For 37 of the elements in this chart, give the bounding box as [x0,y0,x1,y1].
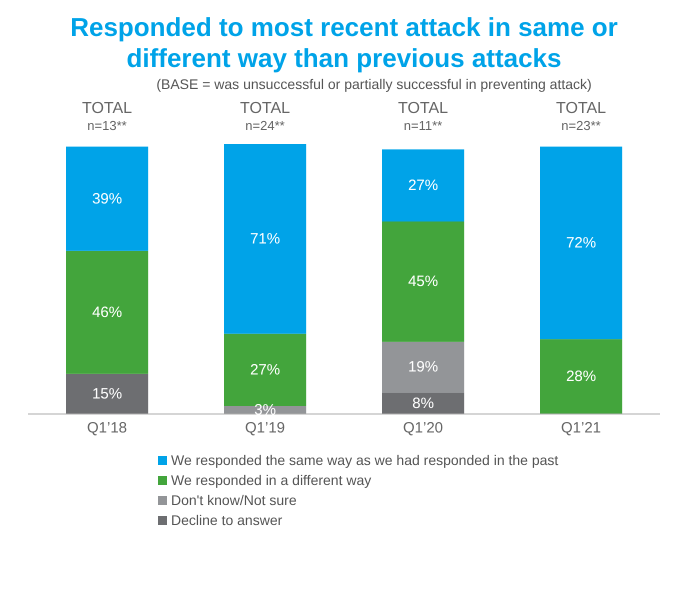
bar [382,342,464,393]
data-label: 8% [412,394,434,412]
data-label: 3% [254,401,276,418]
legend-label: We responded the same way as we had responded in the past [171,451,558,470]
chart-title: Responded to most recent attack in same or different way than previous attacks [69,11,619,74]
x-tick-label: Q1’20 [402,420,444,437]
data-label: 27% [408,176,438,194]
bar [224,144,306,334]
data-label: 27% [250,361,280,378]
data-label: 39% [92,190,122,208]
text: TOTAL n=23** [554,100,608,133]
text: TOTAL n=24** [238,100,292,133]
data-label: 71% [250,230,280,248]
bar [382,392,464,414]
data-label: 46% [92,304,122,321]
data-label: 19% [408,358,438,376]
x-tick-label: Q1’21 [560,420,602,437]
data-label: 28% [566,368,596,386]
x-tick-label: Q1’18 [86,420,128,437]
legend-label: Decline to answer [171,511,282,530]
bar [66,250,148,374]
chart-subtitle: (BASE = was unsuccessful or partially successful in preventing attack) [155,76,593,92]
bar [224,334,306,406]
bar [540,146,622,340]
bar [66,374,148,414]
bar [540,339,622,414]
data-label: 72% [566,234,596,252]
text: TOTAL n=11** [396,100,450,133]
legend-label: We responded in a different way [171,471,372,490]
data-label: 45% [408,273,438,290]
bar [382,222,464,342]
bar [382,149,464,222]
legend-label: Don't know/Not sure [171,491,297,510]
data-label: 15% [92,385,122,402]
text: TOTAL n=13** [80,100,134,133]
bar [66,146,148,251]
x-tick-label: Q1’19 [244,420,286,437]
